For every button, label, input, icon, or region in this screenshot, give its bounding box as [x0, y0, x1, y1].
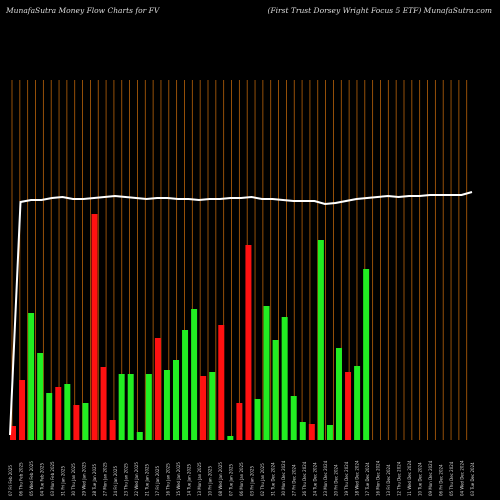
- bar: [200, 376, 207, 440]
- bar: [254, 399, 261, 440]
- bar: [10, 426, 16, 440]
- bar: [281, 317, 288, 440]
- x-tick-label: 31 Fri Jan 2025: [61, 466, 66, 496]
- bar: [308, 424, 315, 440]
- bar: [154, 338, 161, 440]
- bar: [182, 330, 189, 440]
- x-tick-label: 29 Wed Jan 2025: [82, 462, 87, 496]
- x-tick-label: 11 Wed Dec 2024: [407, 460, 412, 496]
- x-tick-label: 24 Tue Dec 2024: [313, 462, 318, 496]
- bar: [326, 425, 333, 440]
- x-tick-label: 03 Fri Jan 2025: [250, 466, 255, 496]
- bar: [363, 269, 370, 440]
- x-tick-label: 08 Wed Jan 2025: [218, 462, 223, 496]
- x-tick-label: 05 Wed Feb 2025: [29, 461, 34, 496]
- x-tick-label: 30 Thu Jan 2025: [71, 463, 76, 496]
- x-tick-label: 06 Fri Dec 2024: [439, 464, 444, 496]
- x-tick-label: 02 Thu Jan 2025: [260, 463, 265, 496]
- x-tick-label: 03 Tue Dec 2024: [470, 462, 475, 496]
- x-tick-label: 22 Wed Jan 2025: [134, 462, 139, 496]
- bar: [100, 367, 107, 440]
- x-tick-label: 17 Fri Jan 2025: [155, 466, 160, 496]
- bar: [272, 340, 279, 440]
- x-tick-label: 31 Tue Dec 2024: [271, 462, 276, 496]
- x-tick-label: 16 Thu Jan 2025: [166, 463, 171, 496]
- x-tick-labels: 07 Fri Feb 2025 06 Thu Feb 2025 05 Wed Feb…: [8, 460, 475, 496]
- x-tick-label: 24 Fri Jan 2025: [113, 466, 118, 496]
- x-tick-label: 16 Mon Dec 2024: [376, 460, 381, 496]
- x-tick-label: 04 Wed Dec 2024: [460, 460, 465, 496]
- bar: [19, 380, 26, 440]
- bar: [218, 325, 225, 440]
- bar: [163, 370, 170, 440]
- gridlines: [11, 80, 468, 440]
- bar: [236, 403, 243, 440]
- bar: [109, 420, 116, 440]
- bar: [37, 353, 44, 440]
- x-tick-label: 15 Wed Jan 2025: [176, 462, 181, 496]
- bar: [290, 396, 297, 440]
- bar: [46, 393, 53, 440]
- x-tick-label: 14 Tue Jan 2025: [187, 463, 192, 496]
- bar: [118, 374, 125, 440]
- x-tick-label: 09 Mon Dec 2024: [428, 460, 433, 496]
- bar: [335, 348, 342, 440]
- bar: [317, 240, 324, 440]
- x-tick-label: 07 Tue Jan 2025: [229, 463, 234, 496]
- x-tick-label: 20 Fri Dec 2024: [334, 464, 339, 496]
- bar: [345, 372, 352, 440]
- bar: [299, 422, 306, 440]
- bar: [127, 374, 134, 440]
- bar: [28, 313, 35, 440]
- x-tick-label: 04 Tue Feb 2025: [40, 463, 45, 496]
- x-tick-label: 13 Mon Jan 2025: [197, 462, 202, 496]
- x-tick-label: 27 Fri Dec 2024: [292, 464, 297, 496]
- x-tick-label: 27 Mon Jan 2025: [103, 462, 108, 496]
- bar: [227, 436, 234, 440]
- x-tick-label: 17 Tue Dec 2024: [365, 462, 370, 496]
- money-flow-bars: [10, 214, 370, 440]
- x-tick-label: 23 Thu Jan 2025: [124, 463, 129, 496]
- x-tick-label: 05 Thu Dec 2024: [449, 461, 454, 496]
- bar: [209, 372, 216, 440]
- x-tick-label: 19 Thu Dec 2024: [344, 461, 349, 496]
- x-tick-label: 10 Fri Jan 2025: [208, 466, 213, 496]
- bar: [145, 374, 152, 440]
- x-tick-label: 18 Wed Dec 2024: [355, 460, 360, 496]
- chart-title: MunafaSutra Money Flow Charts for FV: [6, 6, 160, 15]
- bar: [245, 245, 252, 440]
- chart-subtitle: (First Trust Dorsey Wright Focus 5 ETF) …: [267, 6, 492, 15]
- bar: [64, 384, 71, 440]
- x-tick-label: 21 Tue Jan 2025: [145, 463, 150, 496]
- chart-header: MunafaSutra Money Flow Charts for FV (Fi…: [0, 0, 500, 20]
- price-line: [9, 191, 473, 436]
- bar: [191, 309, 198, 440]
- bar: [82, 403, 89, 440]
- bar: [263, 306, 270, 440]
- x-tick-label: 30 Mon Dec 2024: [281, 460, 286, 496]
- x-tick-label: 03 Mon Feb 2025: [50, 461, 55, 496]
- x-tick-label: 26 Thu Dec 2024: [302, 461, 307, 496]
- x-tick-label: 28 Tue Jan 2025: [92, 463, 97, 496]
- bar: [73, 405, 80, 440]
- x-tick-label: 06 Thu Feb 2025: [19, 462, 24, 496]
- x-tick-label: 07 Fri Feb 2025: [8, 465, 13, 496]
- bar: [55, 387, 62, 440]
- x-tick-label: 10 Tue Dec 2024: [418, 462, 423, 496]
- x-tick-label: 13 Fri Dec 2024: [386, 464, 391, 496]
- x-tick-label: 12 Thu Dec 2024: [397, 461, 402, 496]
- x-tick-label: 23 Mon Dec 2024: [323, 460, 328, 496]
- bar: [354, 366, 361, 440]
- bar: [91, 214, 98, 440]
- bar: [172, 360, 179, 440]
- x-tick-label: 06 Mon Jan 2025: [239, 462, 244, 496]
- bar: [136, 432, 143, 440]
